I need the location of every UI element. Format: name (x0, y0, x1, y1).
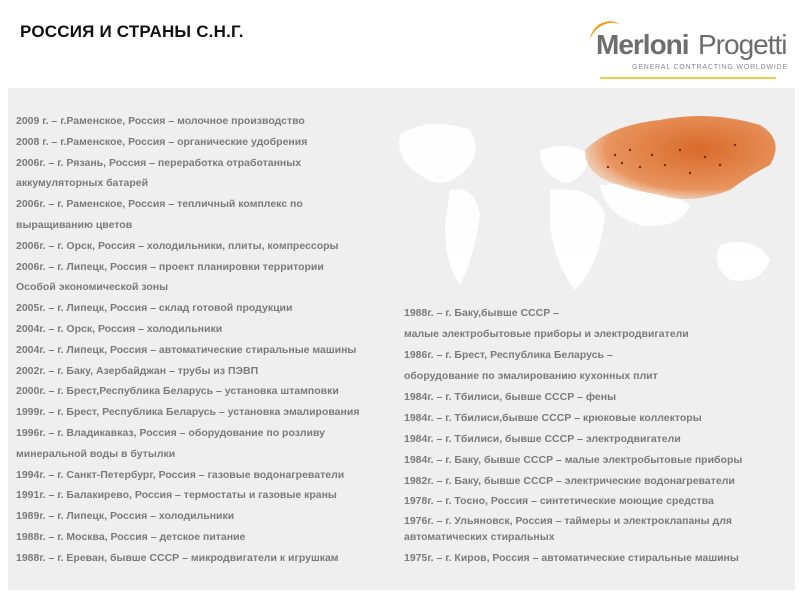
project-line: 2002г. – г. Баку, Азербайджан – трубы из… (16, 364, 259, 377)
project-line: 1982г. – г. Баку, бывше СССР – электриче… (404, 475, 735, 487)
svg-text:Merloni: Merloni (596, 29, 689, 60)
project-line: 1978г. – г. Тосно, Россия – синтетически… (404, 495, 714, 507)
svg-text:GENERAL CONTRACTING WORLDWIDE: GENERAL CONTRACTING WORLDWIDE (632, 64, 787, 71)
project-line: 1999г. – г. Брест, Республика Беларусь –… (16, 406, 360, 419)
project-line: аккумуляторных батарей (16, 177, 149, 190)
project-line: оборудование по эмалированию кухонных пл… (404, 370, 658, 382)
project-line: 2004г. – г. Липецк, Россия – автоматичес… (16, 343, 357, 356)
project-line: 1991г. – г. Балакирево, Россия – термост… (16, 489, 337, 502)
project-line: выращиванию цветов (16, 219, 133, 231)
project-line: 1975г. – г. Киров, Россия – автоматическ… (404, 552, 739, 564)
svg-text:Progetti: Progetti (698, 29, 787, 60)
project-line: 1996г. – г. Владикавказ, Россия – оборуд… (16, 427, 325, 439)
project-line: минеральной воды в бутылки (16, 447, 176, 460)
project-line: 1984г. – г. Баку, бывше СССР – малые эле… (404, 454, 743, 466)
project-line: 1988г. – г. Баку,бывше СССР – (404, 307, 559, 319)
project-line: 2008 г. – г.Раменское, Россия – органиче… (16, 135, 308, 148)
project-line: 2006г. – г. Орск, Россия – холодильники,… (16, 239, 339, 252)
project-line: автоматических стиральных (404, 531, 555, 543)
project-line: 1986г. – г. Брест, Республика Беларусь – (404, 349, 613, 361)
page-title: РОССИЯ И СТРАНЫ С.Н.Г. (20, 22, 244, 41)
project-line: 1994г. – г. Санкт-Петербург, Россия – га… (16, 468, 345, 481)
project-line: 2009 г. – г.Раменское, Россия – молочное… (16, 115, 305, 127)
project-line: 1988г. – г. Ереван, бывше СССР – микродв… (16, 551, 339, 564)
project-line: 2000г. – г. Брест,Республика Беларусь – … (16, 385, 339, 398)
project-line: 1976г. – г. Ульяновск, Россия – таймеры … (404, 515, 732, 527)
project-line: 2006г. – г. Рязань, Россия – переработка… (16, 156, 302, 169)
project-line: малые электробытовые приборы и электродв… (404, 328, 689, 340)
project-line: Особой экономической зоны (16, 281, 169, 294)
project-line: 1988г. – г. Москва, Россия – детское пит… (16, 531, 246, 543)
project-line: 2004г. – г. Орск, Россия – холодильники (16, 323, 223, 335)
project-line: 1989г. – г. Липецк, Россия – холодильник… (16, 510, 235, 523)
world-map-russia-highlight (399, 116, 776, 290)
project-line: 1984г. – г. Тбилиси, бывше СССР – фены (404, 391, 617, 403)
project-line: 2005г. – г. Липецк, Россия – склад готов… (16, 302, 293, 315)
logo-underline (600, 77, 776, 79)
project-line: 1984г. – г. Тбилиси, бывше СССР – электр… (404, 433, 681, 445)
merloni-progetti-logo: Merloni Progetti GENERAL CONTRACTING WOR… (579, 17, 787, 72)
project-line: 2006г. – г. Раменское, Россия – тепличны… (16, 198, 303, 211)
project-line: 1984г. – г. Тбилиси,бывше СССР – крюковы… (404, 412, 702, 424)
project-line: 2006г. – г. Липецк, Россия – проект план… (16, 260, 324, 273)
